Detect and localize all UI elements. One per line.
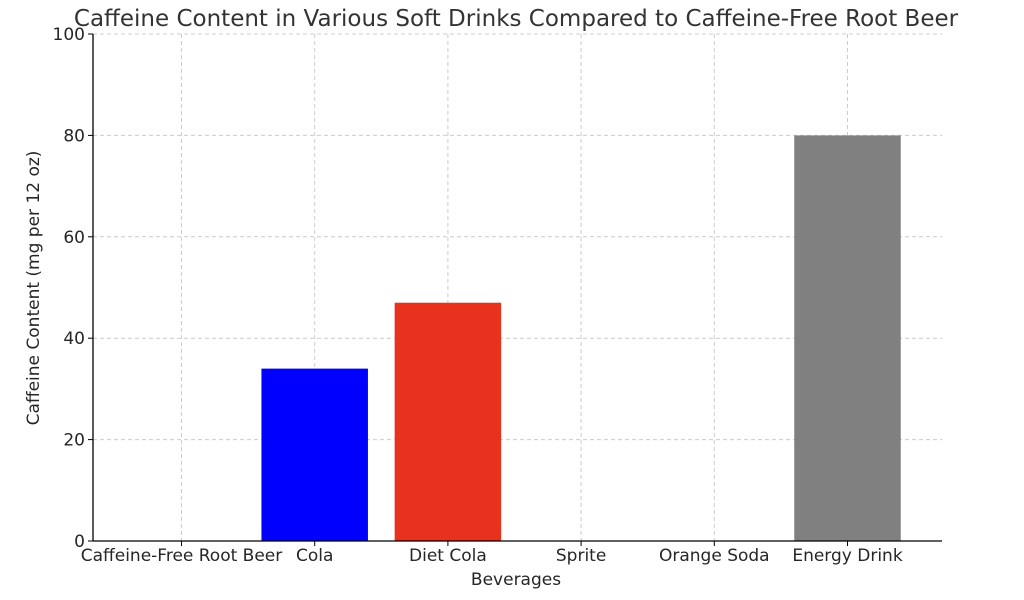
y-tick-label: 0 [74,532,85,552]
x-tick-label: Cola [296,546,333,566]
y-tick-label: 60 [63,228,85,248]
bar [261,368,368,541]
bar [394,302,502,541]
y-axis-ticks: 0 20 40 60 80 100 [53,25,93,552]
x-axis-ticks: Caffeine-Free Root Beer Cola Diet Cola Spri… [81,541,903,566]
x-tick-label: Sprite [556,546,606,566]
y-tick-label: 80 [63,126,85,146]
axes [92,34,942,542]
y-axis-label: Caffeine Content (mg per 12 oz) [24,151,44,426]
x-tick-label: Energy Drink [792,546,902,566]
bars [261,135,901,541]
y-tick-label: 20 [63,431,85,451]
y-tick-label: 40 [63,329,85,349]
x-tick-label: Caffeine-Free Root Beer [81,546,283,566]
chart-title: Caffeine Content in Various Soft Drinks … [74,6,959,32]
bar [794,135,901,541]
x-axis-label: Beverages [471,570,561,590]
x-tick-label: Diet Cola [409,546,487,566]
y-tick-label: 100 [53,25,85,45]
x-tick-label: Orange Soda [659,546,770,566]
